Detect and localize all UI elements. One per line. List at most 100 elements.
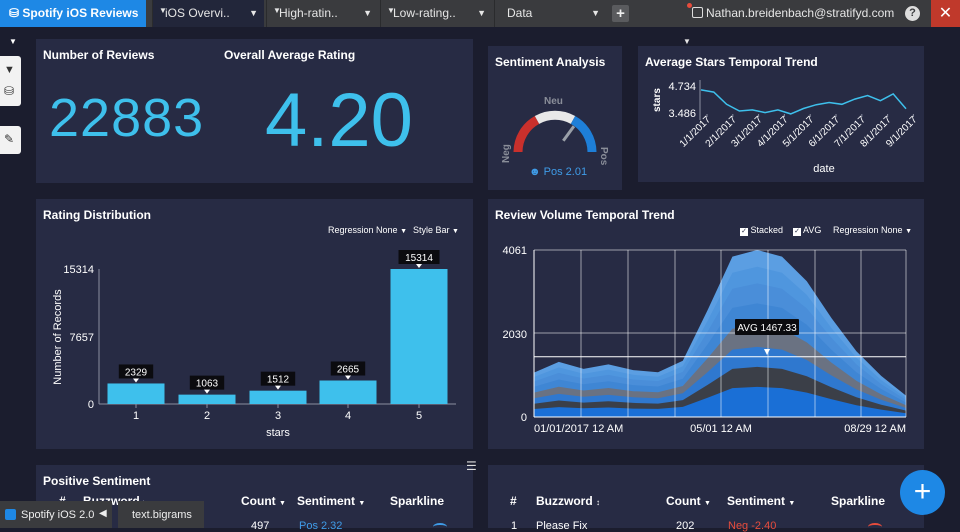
vol-xtick-mid: 05/01 12 AM — [690, 423, 752, 435]
smile-icon: ☻ — [529, 166, 541, 178]
user-email: Nathan.breidenbach@stratifyd.com — [706, 6, 895, 20]
row-buzzword[interactable]: Please Fix — [536, 520, 588, 532]
reviews-value: 22883 — [49, 88, 205, 148]
tab-label: iOS Overvi.. — [165, 6, 230, 20]
sort-icon: ▼ — [358, 500, 366, 507]
sort-icon: ▼ — [788, 500, 796, 507]
col-count[interactable]: Count ▼ — [241, 494, 286, 508]
database-icon[interactable]: ⛁ — [4, 84, 15, 98]
user-icon — [692, 7, 703, 18]
sentiment-panel: Sentiment Analysis Neu Neg Pos ☻ Pos 2.0… — [488, 46, 622, 190]
filter-icon[interactable]: ▼ — [4, 64, 15, 76]
chevron-left-icon[interactable]: ◀ — [99, 508, 107, 519]
style-dropdown[interactable]: Style Bar ▼ — [413, 225, 459, 235]
gauge-neg-label: Neg — [501, 144, 512, 163]
status-field-label: text.bigrams — [132, 509, 192, 521]
bar-value-label: 1063 — [196, 379, 219, 390]
app-icon — [5, 509, 16, 520]
col-count-label: Count — [666, 494, 701, 508]
help-icon[interactable]: ? — [905, 6, 920, 21]
bar-category-label: 3 — [275, 410, 281, 422]
regression-label: Regression None — [328, 225, 398, 235]
checkbox-icon[interactable]: ✓ — [793, 228, 801, 236]
bar-label-pointer — [416, 264, 422, 268]
bar-value-label: 1512 — [267, 375, 290, 386]
stacked-toggle[interactable]: ✓ Stacked — [740, 225, 783, 236]
positive-title: Positive Sentiment — [43, 474, 151, 488]
bar-value-label: 15314 — [405, 253, 433, 264]
avg-rating-title: Overall Average Rating — [224, 48, 356, 62]
chevron-down-icon[interactable]: ▼ — [249, 8, 258, 18]
col-count[interactable]: Count ▼ — [666, 494, 711, 508]
stars-ytick-top: 4.734 — [668, 81, 696, 93]
col-sentiment[interactable]: Sentiment ▼ — [297, 494, 365, 508]
reviews-title: Number of Reviews — [43, 48, 155, 62]
tab-ios-overview[interactable]: ▼ iOS Overvi.. ▼ — [152, 0, 264, 27]
row-count: 497 — [251, 520, 270, 532]
col-index: # — [510, 494, 517, 508]
avg-stars-chart: stars 4.734 3.486 1/1/20172/1/20173/1/20… — [652, 80, 920, 175]
stars-series-line — [700, 89, 907, 115]
pencil-icon[interactable]: ✎ — [4, 132, 15, 146]
chevron-down-icon[interactable]: ▼ — [477, 8, 486, 18]
col-sparkline: Sparkline — [390, 494, 445, 508]
volume-area-chart: 4061 2030 0 AVG 1467.33 01/01/2017 12 AM… — [503, 245, 907, 435]
bar-1[interactable] — [107, 383, 165, 404]
menu-icon[interactable]: ☰ — [466, 459, 477, 473]
close-icon[interactable]: ✕ — [931, 0, 960, 27]
row-sentiment: Pos 2.32 — [299, 520, 343, 532]
bar-label-bg — [398, 250, 440, 264]
style-label: Style Bar — [413, 225, 450, 235]
rating-bar-chart: Number of Records 15314 7657 0 2329 1 1063… — [52, 250, 456, 439]
tab-label: Low-rating.. — [393, 6, 456, 20]
regression-dropdown[interactable]: Regression None ▼ — [328, 225, 407, 235]
gauge-neg-arc — [513, 115, 540, 153]
edit-toolbar: ✎ — [0, 126, 21, 154]
bar-label-bg — [118, 364, 154, 379]
add-widget-button[interactable]: + — [900, 470, 945, 515]
chevron-down-icon[interactable]: ▼ — [363, 8, 372, 18]
chevron-down-icon[interactable]: ▼ — [591, 8, 600, 18]
volume-layer-8 — [534, 386, 906, 417]
gauge-pos-arc — [570, 115, 597, 153]
bar-4[interactable] — [319, 380, 377, 404]
bar-ytick-zero: 0 — [88, 399, 94, 411]
regression-dropdown[interactable]: Regression None ▼ — [833, 225, 912, 235]
vol-ytick-zero: 0 — [521, 412, 527, 424]
user-menu[interactable]: Nathan.breidenbach@stratifyd.com ▼ — [683, 0, 900, 46]
checkbox-icon[interactable]: ✓ — [740, 228, 748, 236]
col-sentiment[interactable]: Sentiment ▼ — [727, 494, 795, 508]
col-buzzword[interactable]: Buzzword ↕ — [536, 494, 600, 508]
bar-3[interactable] — [249, 390, 307, 404]
bar-5[interactable] — [390, 269, 448, 404]
volume-title: Review Volume Temporal Trend — [495, 208, 675, 222]
status-field[interactable]: text.bigrams — [118, 501, 204, 528]
tab-data[interactable]: Data ▼ — [494, 0, 606, 27]
avg-stars-title: Average Stars Temporal Trend — [645, 55, 818, 69]
bar-y-axis-label: Number of Records — [52, 289, 64, 385]
vol-xtick-end: 08/29 12 AM — [844, 423, 906, 435]
tab-low-rating[interactable]: ▼ Low-rating.. ▼ — [380, 0, 492, 27]
bar-category-label: 1 — [133, 410, 139, 422]
col-count-label: Count — [241, 494, 276, 508]
filter-icon: ▼ — [273, 6, 281, 15]
add-tab-button[interactable]: + — [612, 5, 629, 22]
top-bar: ⛁ Spotify iOS Reviews ▼ ▼ iOS Overvi.. ▼… — [0, 0, 960, 46]
status-source[interactable]: Spotify iOS 2.0 ◀ — [0, 501, 112, 528]
bar-2[interactable] — [178, 394, 236, 404]
tab-high-rating[interactable]: ▼ High-ratin.. ▼ — [266, 0, 378, 27]
vol-avg-tooltip: AVG 1467.33 — [735, 319, 799, 355]
bar-label-pointer — [204, 389, 210, 394]
left-toolbar: ▼ ⛁ — [0, 56, 21, 106]
filter-icon: ▼ — [387, 6, 395, 15]
brand-menu[interactable]: ⛁ Spotify iOS Reviews ▼ — [0, 0, 146, 46]
col-sparkline: Sparkline — [831, 494, 886, 508]
avg-toggle[interactable]: ✓ AVG — [793, 225, 821, 236]
tab-label: High-ratin.. — [279, 6, 338, 20]
bar-label-bg — [189, 375, 225, 390]
rating-dist-panel: Rating Distribution Regression None ▼ St… — [36, 199, 473, 449]
stacked-label: Stacked — [750, 225, 784, 235]
sentiment-gauge: Neu Neg Pos — [501, 96, 609, 166]
tab-label: Data — [507, 6, 533, 20]
negative-panel: # Buzzword ↕ Count ▼ Sentiment ▼ Sparkli… — [488, 465, 924, 532]
